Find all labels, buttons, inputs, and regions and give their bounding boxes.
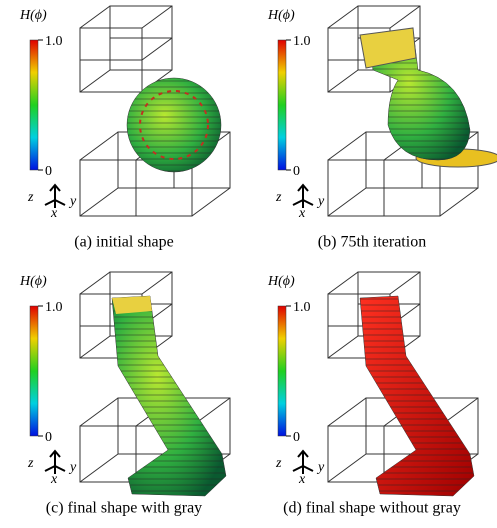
axis-x: x [298, 206, 306, 221]
colorbar-label: H(ϕ) [19, 274, 47, 289]
axis-triad [293, 451, 313, 474]
colorbar-label: H(ϕ) [267, 274, 295, 289]
figure: H(ϕ)1.00zxy(a) initial shapeH(ϕ)1.00zxy(… [0, 0, 497, 528]
colorbar-max: 1.0 [293, 34, 311, 49]
axis-y: y [68, 460, 77, 475]
panel: H(ϕ) 1.0 0z xy (b) 75th iteration [267, 6, 497, 251]
axis-x: x [50, 472, 58, 487]
colorbar-min: 0 [45, 164, 52, 179]
colorbar-ticks [286, 306, 291, 436]
colorbar [30, 40, 38, 170]
axis-z: z [27, 190, 34, 205]
caption: (d) final shape without gray [283, 500, 461, 517]
axis-y: y [68, 194, 77, 209]
column-texture [360, 296, 474, 496]
colorbar-min: 0 [45, 430, 52, 445]
colorbar-max: 1.0 [45, 34, 63, 49]
wireframe-box [80, 6, 172, 92]
axis-z: z [27, 456, 34, 471]
colorbar-ticks [38, 306, 43, 436]
axis-triad [45, 185, 65, 208]
caption: (c) final shape with gray [46, 500, 202, 517]
sphere-texture [127, 78, 221, 172]
axis-z: z [275, 456, 282, 471]
caption: (b) 75th iteration [318, 234, 426, 251]
panel: H(ϕ) 1.0 0z xy (c) final shape with gray [19, 272, 230, 517]
axis-triad [45, 451, 65, 474]
colorbar [278, 40, 286, 170]
axis-x: x [50, 206, 58, 221]
axis-y: y [316, 460, 325, 475]
colorbar-min: 0 [293, 430, 300, 445]
axis-triad [293, 185, 313, 208]
colorbar [30, 306, 38, 436]
colorbar-ticks [38, 40, 43, 170]
panel: H(ϕ) 1.0 0z xy (a) initial shape [19, 6, 230, 251]
caption: (a) initial shape [74, 234, 174, 251]
colorbar-label: H(ϕ) [19, 8, 47, 23]
axis-z: z [275, 190, 282, 205]
colorbar-label: H(ϕ) [267, 8, 295, 23]
colorbar-ticks [286, 40, 291, 170]
colorbar-max: 1.0 [45, 300, 63, 315]
page: {"panels": [ {"colorbar": {"label": "H(ϕ… [0, 0, 497, 528]
column-texture [112, 296, 226, 496]
colorbar-max: 1.0 [293, 300, 311, 315]
colorbar-min: 0 [293, 164, 300, 179]
panel: H(ϕ) 1.0 0z xy (d) final shape without gray [267, 272, 478, 517]
column-top [112, 296, 152, 314]
axis-x: x [298, 472, 306, 487]
axis-y: y [316, 194, 325, 209]
colorbar [278, 306, 286, 436]
